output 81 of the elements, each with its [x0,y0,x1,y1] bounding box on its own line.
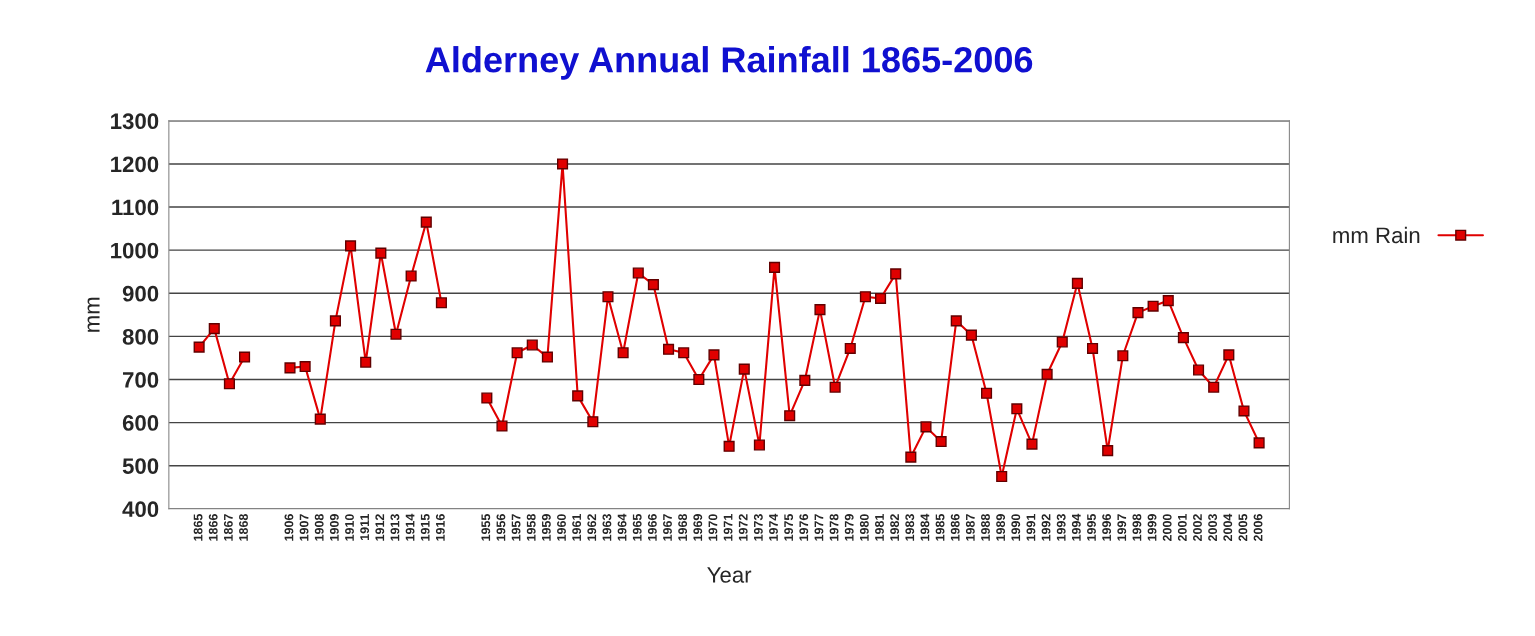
y-tick-label: 700 [123,372,159,388]
x-tick-label: 1958 [526,514,536,541]
y-tick-label: 800 [122,328,159,345]
x-tick-label: 1915 [420,514,430,541]
x-tick-label: 1971 [723,514,733,541]
x-tick-label: 1990 [1011,514,1021,541]
y-tick-label: 900 [122,285,159,302]
x-tick-label: 1970 [708,514,718,541]
x-tick-label: 1986 [950,514,960,541]
x-tick-label: 1979 [844,514,854,541]
x-tick-label: 2003 [1208,514,1218,542]
x-tick-label: 1911 [360,514,370,540]
y-axis-title: mm [87,297,100,332]
x-tick-label: 1913 [390,514,400,541]
x-tick-label: 1960 [557,514,566,541]
y-tick-label: 1000 [111,242,159,259]
x-tick-label: 1972 [738,514,748,541]
x-tick-label: 1997 [1117,514,1127,541]
x-axis-title: Year [707,567,752,583]
x-tick-label: 1959 [541,514,551,541]
x-tick-label: 1987 [965,514,975,541]
x-tick-label: 1980 [859,514,869,541]
x-tick-label: 1983 [905,514,915,541]
x-tick-label: 1914 [405,513,415,541]
x-tick-label: 2004 [1223,513,1233,542]
x-tick-label: 1908 [314,514,324,541]
x-tick-label: 1981 [875,514,884,541]
x-tick-label: 1991 [1026,514,1036,541]
legend-label: mm Rain [1333,226,1420,244]
x-tick-label: 1964 [617,513,627,541]
x-tick-label: 1907 [299,514,309,541]
x-tick-label: 1967 [663,514,672,541]
x-tick-label: 1868 [239,514,248,541]
x-tick-label: 1974 [769,513,778,541]
x-tick-label: 1916 [435,514,445,541]
x-tick-label: 1909 [329,514,339,541]
x-tick-label: 1996 [1102,514,1112,541]
x-tick-label: 1984 [920,513,930,541]
x-tick-label: 1956 [496,514,506,541]
x-tick-label: 1968 [678,514,688,541]
y-tick-label: 500 [122,458,159,474]
x-tick-label: 1978 [829,514,839,541]
x-tick-label: 1992 [1041,514,1051,541]
x-tick-label: 1965 [632,514,642,541]
x-tick-label: 1906 [284,514,294,541]
x-tick-label: 1994 [1071,513,1081,541]
x-tick-label: 2001 [1177,514,1187,542]
x-tick-label: 1962 [587,514,597,541]
x-tick-label: 1966 [647,514,657,541]
x-tick-label: 1989 [996,514,1006,541]
x-tick-label: 2002 [1193,514,1202,542]
x-tick-label: 1910 [345,514,354,541]
x-tick-label: 1988 [981,514,990,541]
x-tick-label: 1969 [693,514,703,541]
x-tick-label: 1961 [572,514,582,541]
x-tick-label: 1985 [935,514,945,541]
x-tick-label: 1955 [481,514,491,541]
y-tick-label: 400 [122,501,159,518]
x-tick-label: 1998 [1132,514,1142,541]
x-tick-label: 1865 [193,514,203,541]
x-tick-label: 1995 [1087,514,1096,541]
chart-title: Alderney Annual Rainfall 1865-2006 [425,46,1033,80]
x-tick-label: 2005 [1238,514,1248,542]
y-tick-label: 600 [122,415,159,431]
x-tick-label: 1973 [753,514,763,541]
x-tick-label: 2006 [1253,514,1263,542]
x-tick-label: 1993 [1056,514,1066,541]
x-tick-label: 1975 [784,514,794,541]
x-tick-label: 2000 [1162,514,1172,542]
x-tick-label: 1957 [511,514,521,541]
x-tick-label: 1976 [799,514,809,541]
x-tick-label: 1999 [1147,514,1157,541]
y-tick-label: 1100 [112,199,159,216]
x-tick-label: 1963 [602,514,612,541]
x-tick-label: 1982 [890,514,900,541]
y-tick-label: 1300 [111,113,159,130]
x-tick-label: 1912 [375,514,385,541]
x-tick-label: 1867 [223,514,233,541]
x-tick-label: 1866 [208,514,218,541]
x-tick-label: 1977 [814,514,824,541]
y-tick-label: 1200 [111,156,159,173]
